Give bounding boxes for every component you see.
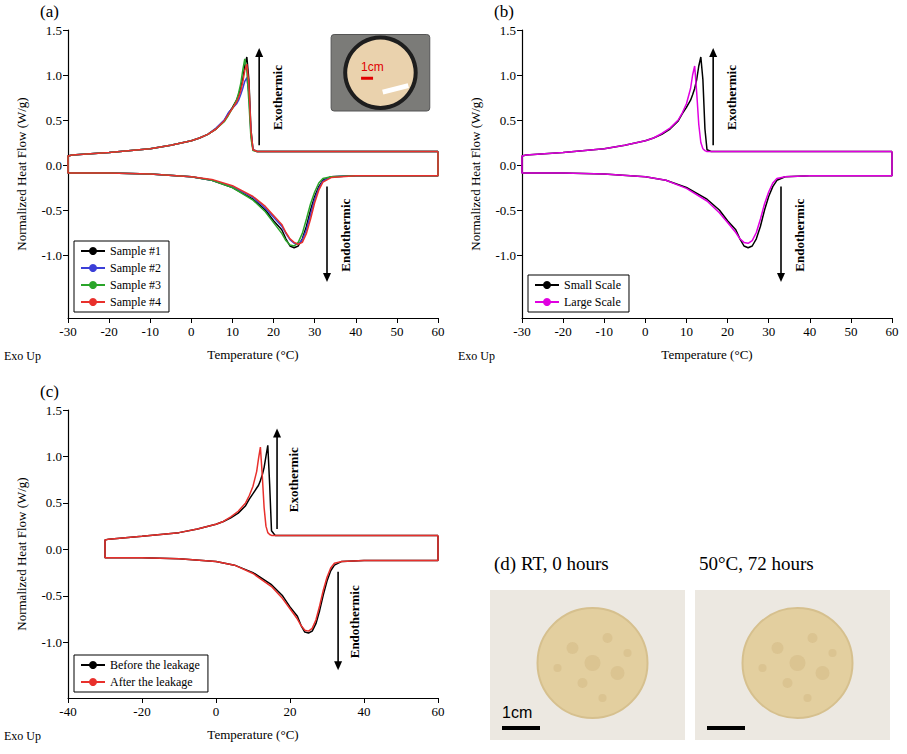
svg-text:Sample #1: Sample #1 <box>110 244 161 258</box>
svg-text:Normalized Heat Flow (W/g): Normalized Heat Flow (W/g) <box>468 97 483 250</box>
svg-text:Exo Up: Exo Up <box>4 729 41 743</box>
svg-text:1.5: 1.5 <box>500 23 516 38</box>
svg-text:40: 40 <box>358 704 371 719</box>
svg-text:50: 50 <box>844 324 857 339</box>
svg-text:Sample #3: Sample #3 <box>110 278 161 292</box>
svg-text:50°C, 72 hours: 50°C, 72 hours <box>699 553 814 574</box>
svg-text:-30: -30 <box>59 324 76 339</box>
svg-text:Large Scale: Large Scale <box>564 295 621 309</box>
svg-text:50: 50 <box>390 324 403 339</box>
svg-text:1cm: 1cm <box>361 60 384 74</box>
svg-text:(c): (c) <box>40 382 59 401</box>
svg-text:-1.0: -1.0 <box>495 248 516 263</box>
svg-text:0.0: 0.0 <box>46 158 62 173</box>
svg-text:1.0: 1.0 <box>46 68 62 83</box>
svg-text:0: 0 <box>642 324 649 339</box>
svg-text:Normalized Heat Flow (W/g): Normalized Heat Flow (W/g) <box>14 97 29 250</box>
svg-text:0.5: 0.5 <box>500 113 516 128</box>
svg-text:0.0: 0.0 <box>46 542 62 557</box>
svg-text:Exothermic: Exothermic <box>286 447 301 512</box>
svg-text:Endothermic: Endothermic <box>347 585 362 658</box>
svg-text:10: 10 <box>226 324 239 339</box>
svg-text:30: 30 <box>762 324 775 339</box>
svg-text:0.5: 0.5 <box>46 495 62 510</box>
svg-text:-10: -10 <box>596 324 613 339</box>
svg-text:Exothermic: Exothermic <box>270 65 285 130</box>
svg-text:Endothermic: Endothermic <box>338 199 353 272</box>
svg-text:-20: -20 <box>554 324 571 339</box>
svg-text:60: 60 <box>886 324 899 339</box>
svg-text:Exo Up: Exo Up <box>458 349 495 363</box>
svg-text:1.0: 1.0 <box>46 449 62 464</box>
svg-text:Exothermic: Exothermic <box>724 65 739 130</box>
svg-text:1.5: 1.5 <box>46 403 62 418</box>
svg-text:Exo Up: Exo Up <box>4 349 41 363</box>
svg-text:10: 10 <box>680 324 693 339</box>
svg-text:1.5: 1.5 <box>46 23 62 38</box>
svg-text:After the leakage: After the leakage <box>110 675 193 689</box>
svg-text:-0.5: -0.5 <box>495 203 516 218</box>
svg-text:20: 20 <box>267 324 280 339</box>
svg-text:(a): (a) <box>40 2 59 21</box>
svg-text:-20: -20 <box>100 324 117 339</box>
svg-text:Sample #4: Sample #4 <box>110 295 161 309</box>
svg-text:-10: -10 <box>142 324 159 339</box>
svg-text:60: 60 <box>432 704 445 719</box>
svg-text:-0.5: -0.5 <box>41 203 62 218</box>
svg-text:0: 0 <box>188 324 195 339</box>
svg-text:Temperature (°C): Temperature (°C) <box>207 727 298 742</box>
svg-text:30: 30 <box>308 324 321 339</box>
svg-text:40: 40 <box>803 324 816 339</box>
svg-text:-1.0: -1.0 <box>41 635 62 650</box>
svg-text:Temperature (°C): Temperature (°C) <box>207 347 298 362</box>
svg-text:-30: -30 <box>513 324 530 339</box>
svg-text:(b): (b) <box>494 2 514 21</box>
svg-text:Normalized Heat Flow (W/g): Normalized Heat Flow (W/g) <box>14 477 29 630</box>
svg-text:1.0: 1.0 <box>500 68 516 83</box>
svg-text:Sample #2: Sample #2 <box>110 261 161 275</box>
svg-text:1cm: 1cm <box>502 704 532 721</box>
svg-text:(d) RT, 0 hours: (d) RT, 0 hours <box>494 553 609 575</box>
svg-text:0.5: 0.5 <box>46 113 62 128</box>
svg-text:Temperature (°C): Temperature (°C) <box>661 347 752 362</box>
svg-text:40: 40 <box>349 324 362 339</box>
svg-text:-20: -20 <box>133 704 150 719</box>
svg-text:-1.0: -1.0 <box>41 248 62 263</box>
svg-text:20: 20 <box>284 704 297 719</box>
svg-text:Endothermic: Endothermic <box>792 199 807 272</box>
svg-text:20: 20 <box>721 324 734 339</box>
svg-text:0: 0 <box>213 704 220 719</box>
svg-text:Before the leakage: Before the leakage <box>110 658 200 672</box>
svg-text:Small Scale: Small Scale <box>564 278 621 292</box>
svg-text:0.0: 0.0 <box>500 158 516 173</box>
svg-text:-0.5: -0.5 <box>41 588 62 603</box>
svg-text:60: 60 <box>432 324 445 339</box>
svg-text:-40: -40 <box>59 704 76 719</box>
